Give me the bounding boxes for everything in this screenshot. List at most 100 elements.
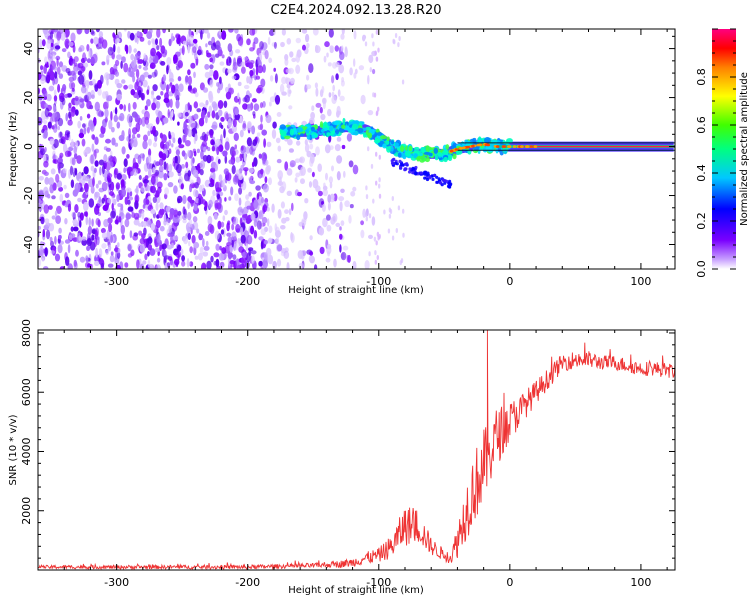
spectrogram-noise-cell — [337, 89, 341, 97]
spectrogram-noise-cell — [323, 185, 327, 191]
spectrogram-noise-cell — [68, 234, 73, 241]
spectrogram-noise-cell — [118, 116, 123, 121]
spectrogram-noise-cell — [234, 29, 239, 34]
spectrogram-noise-cell — [83, 166, 89, 175]
spectrogram-ridge-cell — [435, 175, 439, 179]
spectrogram-noise-cell — [95, 217, 100, 226]
spectrogram-noise-cell — [111, 196, 114, 204]
spectrogram-noise-cell — [340, 45, 344, 52]
spectrogram-noise-cell — [248, 191, 252, 197]
spectrogram-noise-cell — [326, 52, 329, 58]
spectrogram-noise-cell — [54, 210, 58, 217]
spectrogram-noise-cell — [152, 84, 158, 92]
spectrogram-noise-cell — [65, 112, 68, 122]
colorbar-tick-label: 0.8 — [695, 68, 708, 86]
spectrogram-noise-cell — [175, 149, 180, 156]
spectrogram-noise-cell — [43, 160, 49, 168]
spectrogram-noise-cell — [39, 39, 43, 49]
spectrogram-ridge-cell — [390, 140, 395, 145]
spectrogram-noise-cell — [61, 48, 67, 53]
spectrogram-ridge-cell — [391, 161, 395, 166]
spectrogram-noise-cell — [62, 84, 67, 92]
y-tick-label: 40 — [22, 42, 35, 56]
spectrogram-noise-cell — [231, 75, 237, 80]
spectrogram-noise-cell — [307, 167, 312, 173]
spectrogram-noise-cell — [327, 62, 332, 67]
colorbar-tick-label: 0.4 — [695, 164, 708, 182]
x-tick-label: -200 — [235, 576, 260, 589]
spectrogram-noise-cell — [329, 45, 334, 51]
spectrogram-noise-cell — [182, 219, 187, 224]
spectrogram-noise-cell — [261, 129, 268, 136]
spectrogram-noise-cell — [269, 101, 272, 107]
spectrogram-noise-cell — [43, 186, 49, 196]
spectrogram-ridge-cell — [503, 148, 508, 155]
spectrogram-noise-cell — [306, 74, 310, 81]
spectrogram-noise-cell — [308, 63, 314, 74]
spectrogram-noise-cell — [123, 62, 129, 73]
spectrogram-noise-cell — [142, 204, 146, 209]
spectrogram-noise-cell — [193, 241, 200, 249]
spectrogram-noise-cell — [200, 151, 204, 158]
x-tick-label: -100 — [366, 275, 391, 288]
spectrogram-noise-cell — [314, 82, 318, 89]
spectrogram-ridge-cell — [520, 145, 524, 148]
spectrogram-noise-cell — [119, 207, 124, 217]
spectrogram-noise-cell — [301, 218, 307, 223]
spectrogram-ridge-cell — [319, 121, 324, 128]
spectrogram-noise-cell — [76, 29, 83, 34]
spectrogram-noise-cell — [134, 194, 140, 204]
spectrogram-noise-cell — [272, 121, 277, 129]
spectrogram-noise-cell — [312, 29, 319, 36]
spectrogram-noise-cell — [182, 40, 187, 46]
spectrogram-noise-cell — [146, 99, 151, 107]
spectrogram-ridge-cell — [326, 132, 331, 137]
spectrogram-noise-cell — [219, 245, 222, 251]
spectrogram-y-ticks: 40 20 0 -20 -40 — [22, 35, 675, 270]
spectrogram-noise-cell — [109, 254, 115, 263]
spectrogram-noise-cell — [38, 176, 44, 181]
spectrogram-noise-cell — [235, 258, 240, 268]
spectrogram-noise-cell — [137, 117, 143, 126]
spectrogram-noise-cell — [183, 235, 189, 245]
spectrogram-noise-cell — [117, 242, 120, 248]
spectrogram-noise-cell — [258, 59, 262, 65]
spectrogram-noise-cell — [141, 210, 145, 220]
spectrogram-noise-cell — [205, 115, 208, 124]
spectrogram-noise-cell — [94, 101, 101, 112]
spectrogram-noise-cell — [279, 83, 285, 94]
spectrogram-noise-cell — [207, 146, 211, 152]
spectrogram-noise-cell — [47, 72, 50, 83]
spectrogram-noise-cell — [263, 252, 268, 261]
spectrogram-noise-cell — [69, 114, 73, 122]
spectrogram-noise-cell — [155, 101, 161, 109]
spectrogram-noise-cell — [221, 247, 227, 254]
spectrogram-noise-cell — [353, 72, 357, 79]
spectrogram-noise-cell — [38, 72, 42, 81]
spectrogram-noise-cell — [59, 131, 63, 138]
spectrogram-noise-cell — [274, 94, 281, 105]
spectrogram-noise-cell — [367, 74, 370, 85]
spectrogram-noise-cell — [94, 148, 100, 154]
spectrogram-noise-cell — [350, 191, 356, 197]
spectrogram-noise-cell — [195, 29, 199, 35]
spectrogram-noise-cell — [168, 256, 173, 261]
spectrogram-noise-cell — [74, 167, 78, 176]
spectrogram-noise-cell — [196, 108, 202, 113]
spectrogram-noise-cell — [101, 197, 105, 204]
spectrogram-noise-cell — [243, 56, 249, 61]
spectrogram-ridge-cell — [459, 147, 464, 150]
spectrogram-noise-cell — [156, 29, 161, 38]
spectrogram-noise-cell — [244, 94, 251, 103]
spectrogram-noise-cell — [133, 48, 137, 53]
spectrogram-noise-cell — [74, 182, 81, 193]
spectrogram-noise-cell — [268, 57, 273, 64]
spectrogram-noise-cell — [63, 184, 67, 190]
spectrogram-noise-cell — [38, 87, 41, 95]
spectrogram-noise-cell — [101, 181, 108, 192]
spectrogram-noise-cell — [176, 163, 182, 174]
spectrogram-noise-cell — [139, 243, 146, 253]
spectrogram-noise-cell — [48, 205, 53, 210]
spectrogram-noise-cell — [110, 150, 113, 157]
spectrogram-noise-cell — [151, 38, 155, 44]
